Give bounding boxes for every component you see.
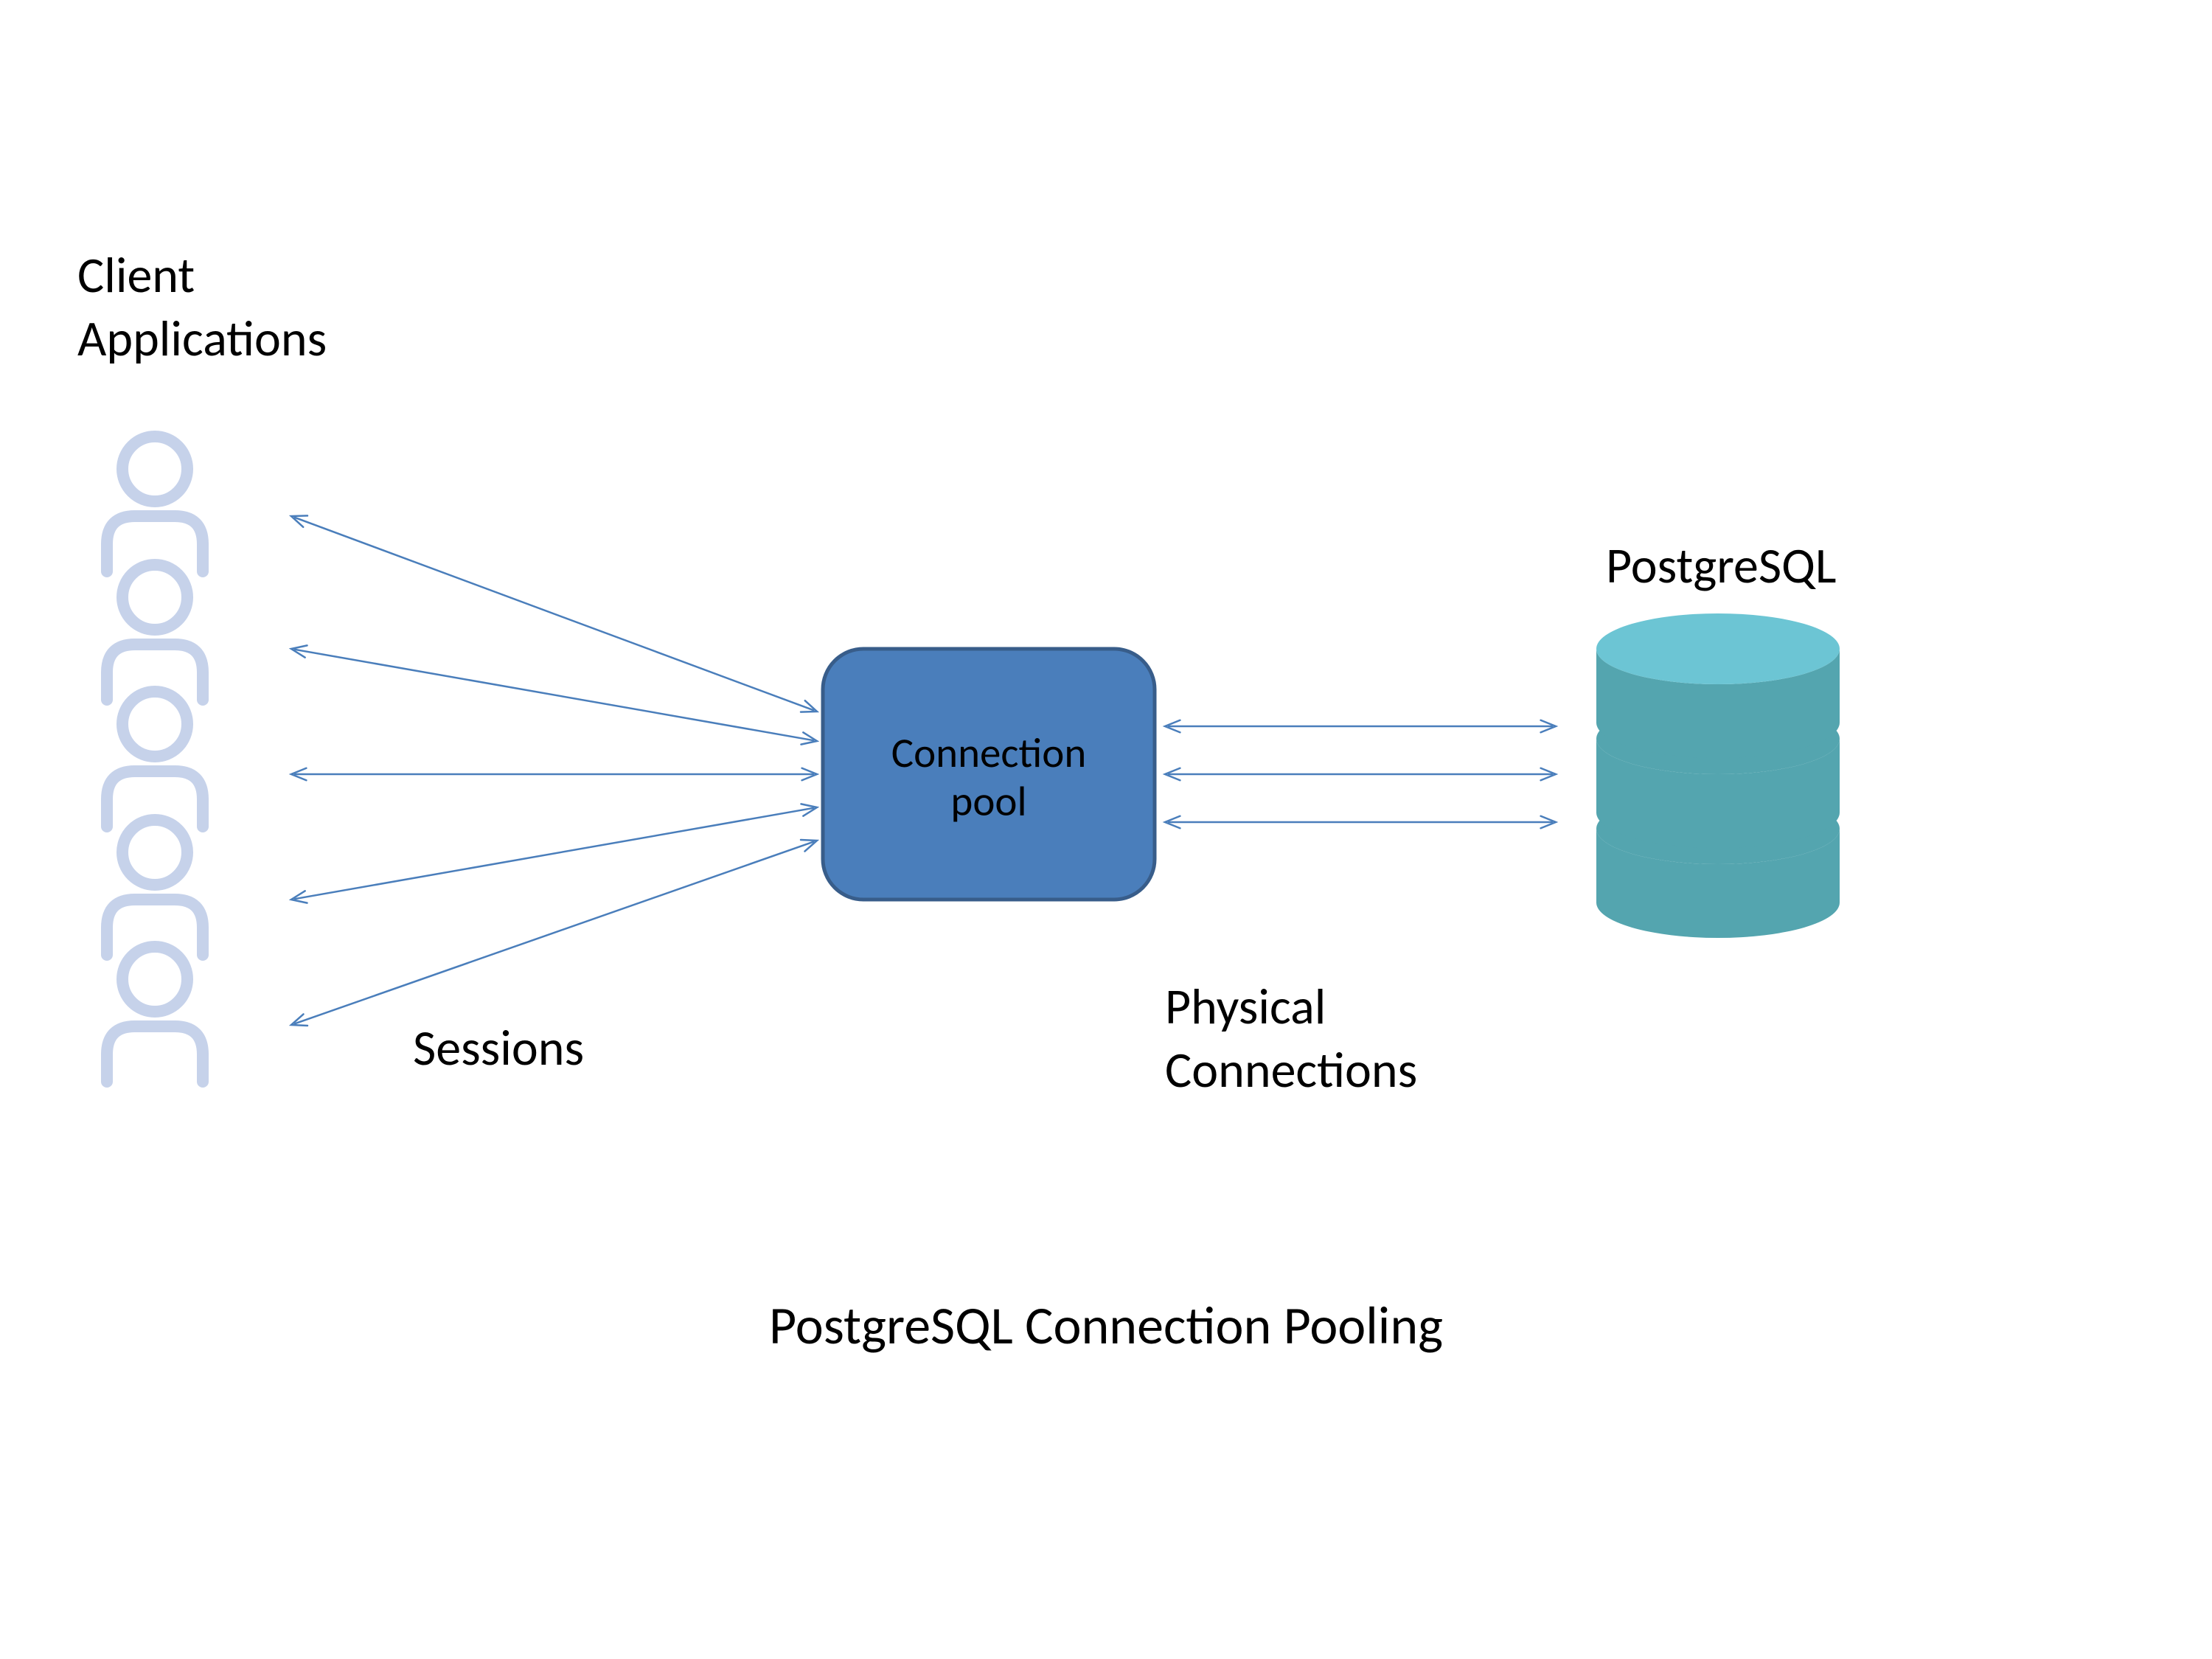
client-user-icon-3 — [107, 692, 203, 827]
client-user-icon-5 — [107, 947, 203, 1082]
connection-pool-box: Connectionpool — [823, 649, 1155, 900]
physical-arrow-3 — [1165, 816, 1556, 828]
diagram-caption: PostgreSQL Connection Pooling — [769, 1293, 1443, 1358]
session-arrow-3 — [291, 768, 817, 780]
session-arrow-4 — [291, 804, 817, 902]
postgresql-heading: PostgreSQL — [1606, 535, 1836, 597]
sessions-label: Sessions — [413, 1018, 584, 1079]
client-user-icon-4 — [107, 820, 203, 955]
client-applications-heading: ClientApplications — [77, 245, 327, 369]
postgresql-database-icon — [1596, 613, 1840, 938]
client-user-icon-1 — [107, 437, 203, 571]
physical-arrow-2 — [1165, 768, 1556, 780]
session-arrow-5 — [291, 840, 817, 1026]
session-arrow-1 — [291, 515, 817, 712]
client-user-icon-2 — [107, 565, 203, 700]
session-arrow-2 — [291, 645, 817, 744]
physical-arrow-1 — [1165, 720, 1556, 732]
physical-connections-label: PhysicalConnections — [1165, 976, 1417, 1101]
